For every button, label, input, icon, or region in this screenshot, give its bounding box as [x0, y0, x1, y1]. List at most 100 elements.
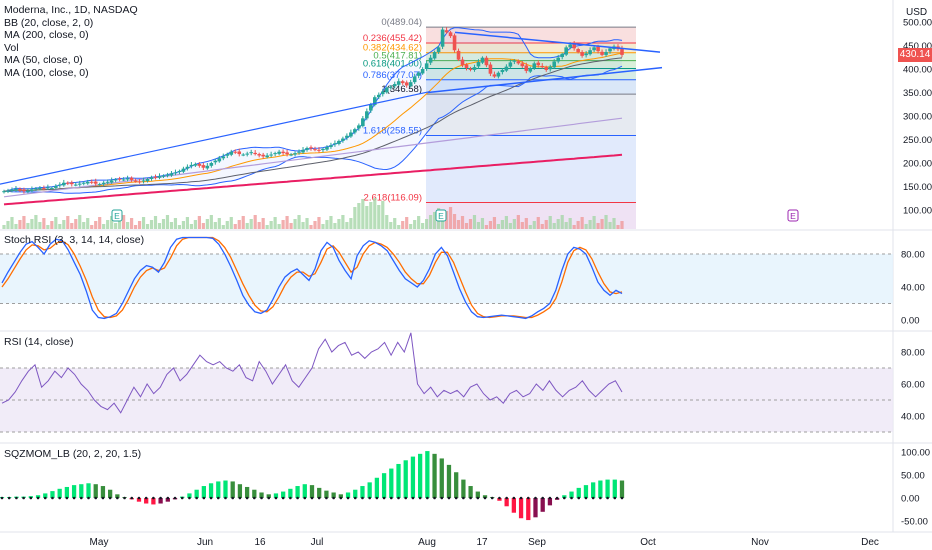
last-price-tag: 430.14: [898, 48, 932, 62]
candle-body: [269, 154, 273, 156]
volume-bar: [397, 225, 401, 229]
momentum-bar: [432, 453, 437, 498]
volume-bar: [221, 225, 225, 229]
volume-bar: [484, 225, 489, 229]
volume-bar: [82, 222, 86, 229]
momentum-bar: [569, 491, 574, 498]
momentum-bar: [165, 498, 170, 502]
squeeze-dot: [144, 496, 148, 500]
momentum-bar: [331, 492, 336, 498]
legend-bb: BB (20, close, 2, 0): [4, 16, 94, 29]
volume-bar: [70, 223, 74, 229]
volume-bar: [620, 221, 624, 229]
volume-bar: [480, 218, 485, 229]
candle-body: [73, 184, 78, 186]
momentum-bar: [345, 492, 351, 498]
volume-bar: [46, 225, 50, 229]
bollinger-basis: [3, 52, 623, 192]
candle-body: [221, 156, 226, 159]
volume-bar: [94, 221, 98, 229]
trendline-lower: [427, 66, 663, 94]
candle-body: [456, 50, 461, 60]
candle-body: [65, 182, 70, 184]
squeeze-dot: [469, 496, 472, 500]
volume-bar: [241, 216, 245, 229]
sqz-tick-2: 0.00: [901, 494, 920, 505]
candle-body: [432, 52, 437, 59]
squeeze-dot: [390, 496, 393, 500]
squeeze-dot: [555, 496, 559, 500]
volume-bar: [389, 222, 393, 229]
sqz-tick-0: 100.00: [901, 448, 930, 459]
candle-body: [265, 155, 269, 158]
stoch-tick-2: 0.00: [901, 316, 920, 327]
candle-body: [193, 163, 198, 166]
candle-body: [496, 72, 501, 77]
volume-bar: [277, 224, 281, 229]
candle-body: [54, 186, 58, 188]
momentum-bar: [511, 498, 516, 513]
squeeze-dot: [599, 496, 602, 500]
squeeze-dot: [447, 496, 451, 500]
volume-bar: [329, 216, 333, 229]
volume-bar: [584, 224, 588, 229]
candle-body: [504, 66, 509, 71]
volume-bar: [114, 223, 118, 229]
squeeze-dot: [411, 496, 415, 500]
time-label-0: May: [90, 537, 109, 548]
trendline-long: [0, 90, 431, 185]
candle-body: [14, 188, 18, 191]
candle-body: [584, 53, 588, 56]
squeeze-dot: [260, 496, 263, 500]
volume-bar: [2, 225, 6, 229]
squeeze-dot: [130, 496, 134, 500]
candle-body: [388, 86, 393, 88]
time-label-6: Sep: [528, 537, 546, 548]
squeeze-dot: [397, 496, 400, 500]
fib-zone-4: [426, 68, 636, 80]
squeeze-dot: [426, 496, 429, 500]
volume-bar: [600, 219, 604, 229]
momentum-bar: [151, 498, 156, 505]
volume-bar: [448, 207, 453, 229]
volume-bar: [122, 215, 126, 229]
squeeze-dot: [404, 496, 408, 500]
time-label-2: 16: [254, 537, 266, 548]
momentum-bar: [475, 491, 480, 498]
fib-label-1: 0.236(455.42): [363, 33, 422, 44]
volume-bar: [492, 217, 497, 229]
volume-bar: [409, 224, 413, 229]
momentum-bar: [144, 498, 149, 504]
candle-body: [62, 182, 66, 186]
volume-bar: [405, 217, 409, 229]
momentum-bar: [223, 480, 228, 498]
volume-bar: [576, 221, 580, 229]
candle-body: [568, 44, 572, 48]
candle-body: [301, 149, 305, 153]
candle-body: [209, 163, 214, 166]
volume-bar: [536, 217, 540, 229]
candle-body: [277, 151, 281, 154]
volume-bar: [129, 218, 134, 229]
volume-bar: [548, 216, 552, 229]
momentum-bar: [605, 479, 610, 498]
momentum-bar: [389, 468, 394, 498]
candle-body: [460, 59, 465, 66]
volume-bar: [568, 218, 572, 229]
volume-bar: [225, 221, 229, 229]
momentum-bar: [309, 485, 315, 498]
candle-body: [321, 148, 325, 151]
momentum-bar: [136, 498, 142, 502]
fib-zone-1: [426, 42, 636, 53]
candle-body: [181, 168, 186, 172]
momentum-bar: [288, 488, 293, 498]
momentum-bar: [547, 498, 553, 506]
volume-bar: [205, 219, 209, 229]
momentum-bar: [71, 485, 77, 498]
candle-body: [109, 180, 114, 183]
volume-bar: [66, 216, 70, 229]
volume-bar: [353, 207, 357, 229]
candle-body: [165, 174, 170, 176]
squeeze-dot: [454, 496, 458, 500]
